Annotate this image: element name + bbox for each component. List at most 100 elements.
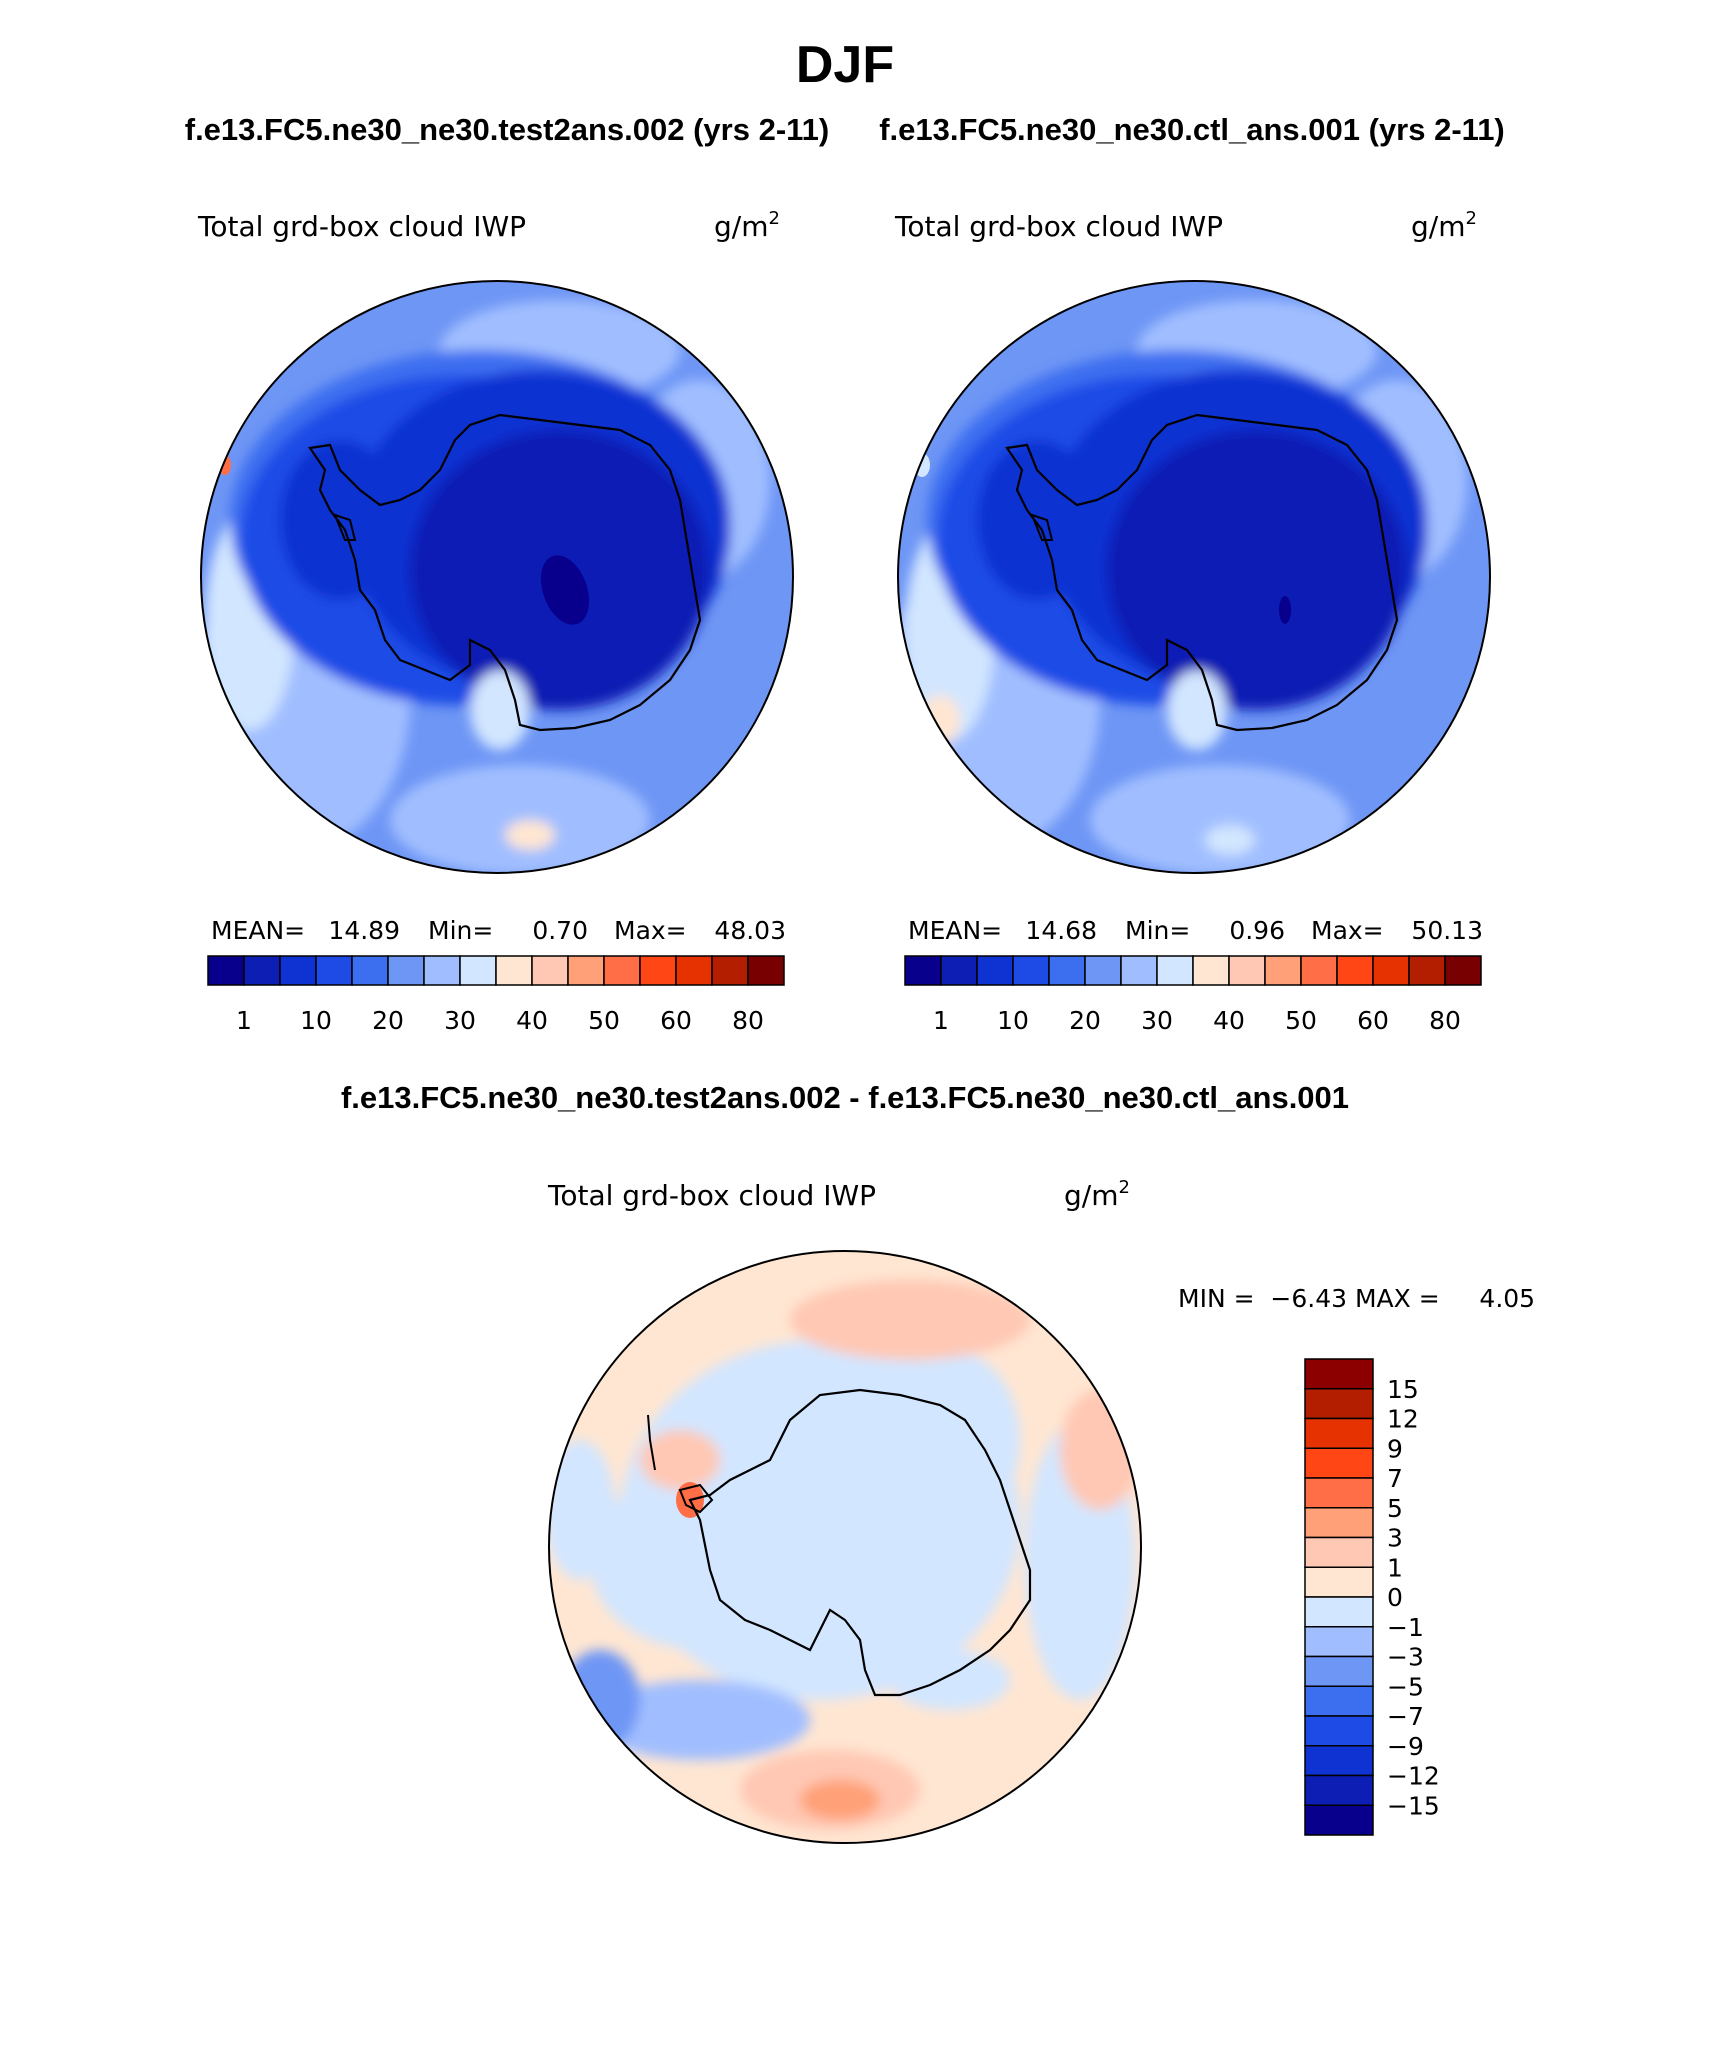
left-colorbar-tick-label-7: 80 <box>732 1006 764 1035</box>
right-colorbar-tick-label-2: 20 <box>1069 1006 1101 1035</box>
left-colorbar-swatch-0 <box>207 955 245 986</box>
right-colorbar-swatch-15 <box>1444 955 1482 986</box>
right-colorbar-swatch-6 <box>1120 955 1158 986</box>
diff-colorbar-swatch-3 <box>1304 1447 1374 1479</box>
right-colorbar-swatch-12 <box>1336 955 1374 986</box>
diff-colorbar-swatch-15 <box>1304 1804 1374 1836</box>
left-mean-label: MEAN= <box>211 916 305 945</box>
right-min-value: 0.96 <box>1229 916 1285 945</box>
diff-colorbar-swatch-6 <box>1304 1536 1374 1568</box>
left-units-label: g/m2 <box>714 208 780 243</box>
left-colorbar-swatch-10 <box>567 955 605 986</box>
diff-colorbar-swatch-2 <box>1304 1417 1374 1449</box>
diff-colorbar-tick-label-3: 7 <box>1387 1464 1403 1493</box>
right-colorbar: 1 10 20 30 40 50 60 80 <box>904 955 1482 1035</box>
right-colorbar-swatch-4 <box>1048 955 1086 986</box>
left-colorbar-swatch-12 <box>639 955 677 986</box>
diff-colorbar-tick-label-12: −9 <box>1387 1732 1424 1761</box>
left-colorbar-swatch-5 <box>387 955 425 986</box>
left-colorbar-swatch-9 <box>531 955 569 986</box>
left-colorbar-tick-label-2: 20 <box>372 1006 404 1035</box>
diff-polar-map <box>548 1250 1142 1844</box>
right-colorbar-tick-label-0: 1 <box>933 1006 949 1035</box>
diff-colorbar-tick-label-1: 12 <box>1387 1405 1419 1434</box>
left-colorbar-swatch-4 <box>351 955 389 986</box>
right-colorbar-swatch-14 <box>1408 955 1446 986</box>
diff-minmax: MIN = −6.43 MAX = 4.05 <box>1178 1284 1535 1313</box>
left-colorbar-tick-label-5: 50 <box>588 1006 620 1035</box>
diff-colorbar-swatch-4 <box>1304 1477 1374 1509</box>
right-colorbar-tick-label-3: 30 <box>1141 1006 1173 1035</box>
diff-colorbar-swatch-12 <box>1304 1715 1374 1747</box>
right-variable-title: Total grd-box cloud IWP <box>894 210 1223 243</box>
right-colorbar-swatch-5 <box>1084 955 1122 986</box>
right-colorbar-tick-label-5: 50 <box>1285 1006 1317 1035</box>
diff-colorbar-swatch-9 <box>1304 1626 1374 1658</box>
right-colorbar-swatch-8 <box>1192 955 1230 986</box>
left-colorbar-swatch-2 <box>279 955 317 986</box>
diff-colorbar-tick-label-11: −7 <box>1387 1702 1424 1731</box>
right-colorbar-swatch-7 <box>1156 955 1194 986</box>
diff-title: f.e13.FC5.ne30_ne30.test2ans.002 - f.e13… <box>341 1080 1349 1115</box>
left-colorbar-swatch-1 <box>243 955 281 986</box>
right-stats: MEAN= 14.68 Min= 0.96 Max= 50.13 <box>908 916 1483 945</box>
right-colorbar-swatch-11 <box>1300 955 1338 986</box>
diff-colorbar-tick-label-2: 9 <box>1387 1434 1403 1463</box>
right-colorbar-tick-label-7: 80 <box>1429 1006 1461 1035</box>
right-mean-value: 14.68 <box>1025 916 1097 945</box>
left-colorbar-tick-label-4: 40 <box>516 1006 548 1035</box>
right-colorbar-swatch-9 <box>1228 955 1266 986</box>
diff-colorbar-swatch-7 <box>1304 1566 1374 1598</box>
left-colorbar-tick-label-1: 10 <box>300 1006 332 1035</box>
right-units-label: g/m2 <box>1411 208 1477 243</box>
right-colorbar-swatch-13 <box>1372 955 1410 986</box>
diff-colorbar-swatch-5 <box>1304 1507 1374 1539</box>
left-min-value: 0.70 <box>532 916 588 945</box>
left-stats: MEAN= 14.89 Min= 0.70 Max= 48.03 <box>211 916 786 945</box>
left-colorbar-tick-label-6: 60 <box>660 1006 692 1035</box>
diff-colorbar-tick-label-7: 0 <box>1387 1583 1403 1612</box>
right-colorbar-tick-label-6: 60 <box>1357 1006 1389 1035</box>
left-colorbar-swatch-8 <box>495 955 533 986</box>
left-min-label: Min= <box>428 916 493 945</box>
right-colorbar-swatch-0 <box>904 955 942 986</box>
diff-colorbar-tick-label-6: 1 <box>1387 1553 1403 1582</box>
diff-colorbar-swatch-8 <box>1304 1596 1374 1628</box>
left-colorbar-swatch-14 <box>711 955 749 986</box>
left-polar-map <box>200 280 794 874</box>
left-colorbar-swatch-7 <box>459 955 497 986</box>
left-max-value: 48.03 <box>714 916 786 945</box>
left-case-title: f.e13.FC5.ne30_ne30.test2ans.002 (yrs 2-… <box>185 112 830 147</box>
right-max-value: 50.13 <box>1411 916 1483 945</box>
diff-colorbar-swatch-11 <box>1304 1685 1374 1717</box>
left-max-label: Max= <box>614 916 687 945</box>
right-mean-label: MEAN= <box>908 916 1002 945</box>
right-case-title: f.e13.FC5.ne30_ne30.ctl_ans.001 (yrs 2-1… <box>879 112 1505 147</box>
right-colorbar-swatch-1 <box>940 955 978 986</box>
right-min-label: Min= <box>1125 916 1190 945</box>
diff-colorbar-swatch-13 <box>1304 1745 1374 1777</box>
diff-colorbar-tick-label-10: −5 <box>1387 1672 1424 1701</box>
diff-colorbar-tick-label-14: −15 <box>1387 1791 1440 1820</box>
diff-variable-title: Total grd-box cloud IWP <box>547 1179 876 1212</box>
left-colorbar-swatch-13 <box>675 955 713 986</box>
diff-colorbar-swatch-1 <box>1304 1388 1374 1420</box>
right-max-label: Max= <box>1311 916 1384 945</box>
diff-colorbar-tick-label-13: −12 <box>1387 1762 1440 1791</box>
right-colorbar-swatch-2 <box>976 955 1014 986</box>
left-colorbar-swatch-11 <box>603 955 641 986</box>
diff-colorbar-swatch-10 <box>1304 1655 1374 1687</box>
season-title: DJF <box>796 36 894 94</box>
left-colorbar: 1 10 20 30 40 50 60 80 <box>207 955 785 1035</box>
diff-colorbar-tick-label-9: −3 <box>1387 1643 1424 1672</box>
diff-colorbar-swatch-14 <box>1304 1774 1374 1806</box>
right-colorbar-swatch-10 <box>1264 955 1302 986</box>
diff-colorbar-tick-label-5: 3 <box>1387 1524 1403 1553</box>
right-colorbar-tick-label-4: 40 <box>1213 1006 1245 1035</box>
left-colorbar-swatch-15 <box>747 955 785 986</box>
diff-units-label: g/m2 <box>1064 1177 1130 1212</box>
left-colorbar-tick-label-0: 1 <box>236 1006 252 1035</box>
right-colorbar-swatch-3 <box>1012 955 1050 986</box>
right-polar-map <box>897 280 1491 874</box>
